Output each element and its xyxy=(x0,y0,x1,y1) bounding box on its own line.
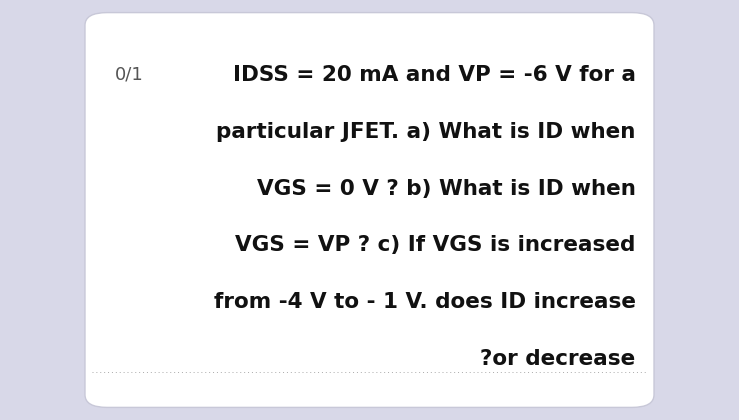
Text: VGS = VP ? c) If VGS is increased: VGS = VP ? c) If VGS is increased xyxy=(235,235,636,255)
Text: from -4 V to - 1 V. does ID increase: from -4 V to - 1 V. does ID increase xyxy=(214,292,636,312)
Text: ?or decrease: ?or decrease xyxy=(480,349,636,369)
Text: VGS = 0 V ? b) What is ID when: VGS = 0 V ? b) What is ID when xyxy=(256,178,636,199)
FancyBboxPatch shape xyxy=(85,13,654,407)
Text: IDSS = 20 mA and VP = -6 V for a: IDSS = 20 mA and VP = -6 V for a xyxy=(233,65,636,85)
Text: 0/1: 0/1 xyxy=(115,65,143,83)
Text: particular JFET. a) What is ID when: particular JFET. a) What is ID when xyxy=(217,122,636,142)
